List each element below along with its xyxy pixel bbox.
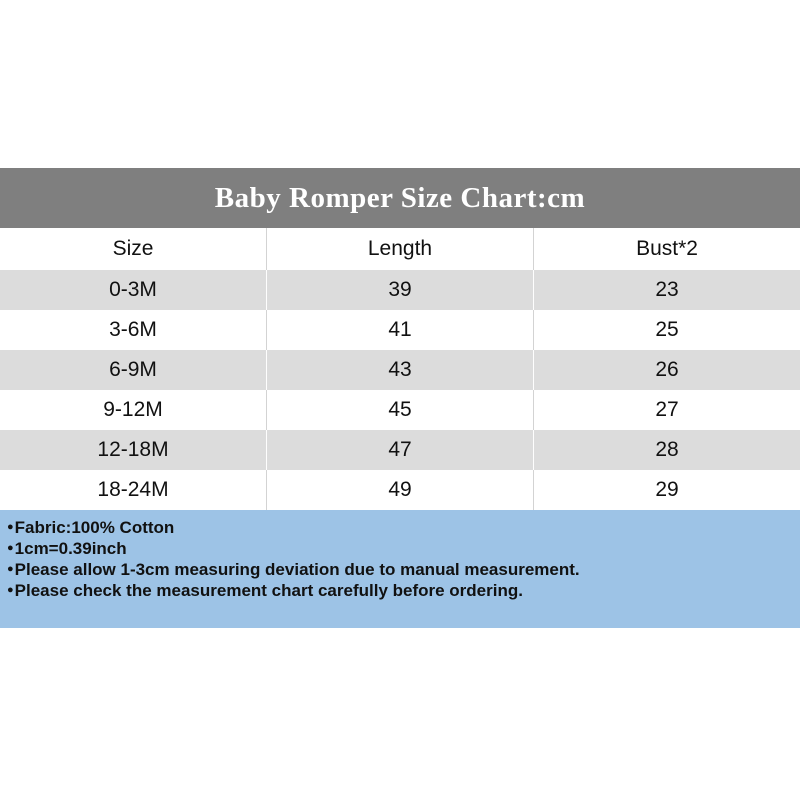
cell-size: 3-6M [0,310,267,350]
cell-bust: 28 [655,438,679,461]
note-text: 1cm=0.39inch [14,539,127,558]
cell-bust: 23 [655,278,679,301]
bullet-icon: ● [7,563,14,575]
notes-panel: ● Fabric:100% Cotton ● 1cm=0.39inch ● Pleas… [0,510,800,628]
note-fabric: ● Fabric:100% Cotton [7,517,790,538]
column-header-length: Length [267,228,534,270]
table-header-row: Size Length Bust*2 [0,228,800,270]
cell-size: 6-9M [0,350,267,390]
cell-bust: 27 [655,398,679,421]
note-deviation: ● Please allow 1-3cm measuring deviation … [7,559,790,580]
bullet-icon: ● [7,521,14,533]
note-text: Fabric:100% Cotton [14,518,175,537]
table-row: 9-12M 45 27 [0,390,800,430]
note-check-chart: ● Please check the measurement chart care… [7,580,790,601]
note-conversion: ● 1cm=0.39inch [7,538,790,559]
cell-bust: 25 [655,318,679,341]
note-text: Please check the measurement chart caref… [14,581,523,600]
column-header-size: Size [0,228,267,270]
cell-length: 41 [267,310,534,350]
note-text: Please allow 1-3cm measuring deviation d… [14,560,580,579]
cell-length: 39 [267,270,534,310]
page-title: Baby Romper Size Chart:cm [214,181,586,214]
table-row: 12-18M 47 28 [0,430,800,470]
cell-size: 9-12M [0,390,267,430]
table-row: 18-24M 49 29 [0,470,800,510]
table-row: 0-3M 39 23 [0,270,800,310]
table-row: 6-9M 43 26 [0,350,800,390]
table-row: 3-6M 41 25 [0,310,800,350]
size-chart-table: Size Length Bust*2 0-3M 39 23 3-6M 41 25… [0,228,800,510]
cell-bust: 29 [655,478,679,501]
cell-size: 12-18M [0,430,267,470]
title-bar: Baby Romper Size Chart:cm [0,168,800,228]
cell-length: 45 [267,390,534,430]
column-header-bust: Bust*2 [636,237,698,260]
bullet-icon: ● [7,542,14,554]
top-whitespace [0,0,800,168]
bullet-icon: ● [7,584,14,596]
cell-bust: 26 [655,358,679,381]
cell-size: 18-24M [0,470,267,510]
cell-length: 43 [267,350,534,390]
cell-length: 49 [267,470,534,510]
cell-length: 47 [267,430,534,470]
cell-size: 0-3M [0,270,267,310]
